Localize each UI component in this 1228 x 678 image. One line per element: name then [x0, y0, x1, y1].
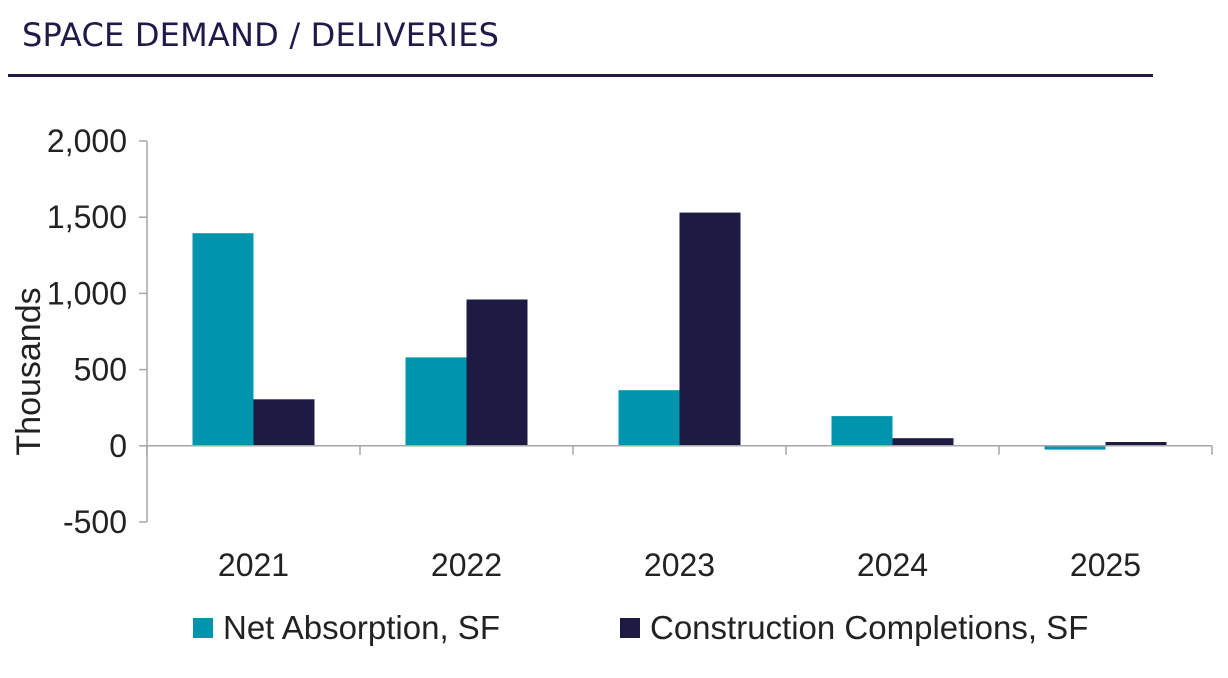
y-tick-label: -500 [63, 504, 127, 540]
bar-net-absorption-2024 [831, 416, 893, 446]
y-tick-label: 500 [74, 352, 127, 388]
x-tick-label-2025: 2025 [1070, 547, 1141, 583]
legend-label-net-absorption: Net Absorption, SF [223, 609, 500, 646]
legend-swatch-construction-completions [620, 618, 640, 638]
y-tick-label: 1,000 [47, 275, 127, 311]
bar-net-absorption-2022 [405, 357, 467, 446]
x-tick-label-2024: 2024 [857, 547, 928, 583]
labels-layer: -500 0 500 1,000 1,500 2,000 2021 2022 2023 2024 2… [10, 123, 1141, 583]
bar-net-absorption-2023 [618, 390, 680, 446]
chart-canvas: -500 0 500 1,000 1,500 2,000 2021 2022 2023 2024 2… [10, 123, 1213, 583]
bars-layer [192, 212, 1167, 450]
bar-construction-completions-2022 [466, 299, 528, 446]
x-tick-label-2021: 2021 [218, 547, 289, 583]
legend-item-net-absorption: Net Absorption, SF [193, 606, 500, 650]
title-divider [8, 74, 1153, 77]
y-tick-label: 0 [109, 428, 127, 464]
legend-swatch-net-absorption [193, 618, 213, 638]
chart-legend: Net Absorption, SF Construction Completi… [0, 606, 1228, 650]
page-title: SPACE DEMAND / DELIVERIES [22, 16, 500, 54]
legend-item-construction-completions: Construction Completions, SF [620, 606, 1088, 650]
x-tick-label-2023: 2023 [644, 547, 715, 583]
legend-label-construction-completions: Construction Completions, SF [650, 609, 1089, 646]
y-axis-title: Thousands [10, 287, 48, 455]
bar-net-absorption-2025 [1044, 445, 1106, 450]
y-tick-label: 1,500 [47, 199, 127, 235]
x-tick-label-2022: 2022 [431, 547, 502, 583]
bar-net-absorption-2021 [192, 233, 254, 446]
bar-construction-completions-2025 [1105, 442, 1167, 446]
bar-construction-completions-2021 [253, 399, 315, 446]
y-tick-label: 2,000 [47, 123, 127, 159]
bar-construction-completions-2023 [679, 212, 741, 446]
bar-construction-completions-2024 [892, 438, 954, 446]
axes-layer [139, 140, 1213, 523]
